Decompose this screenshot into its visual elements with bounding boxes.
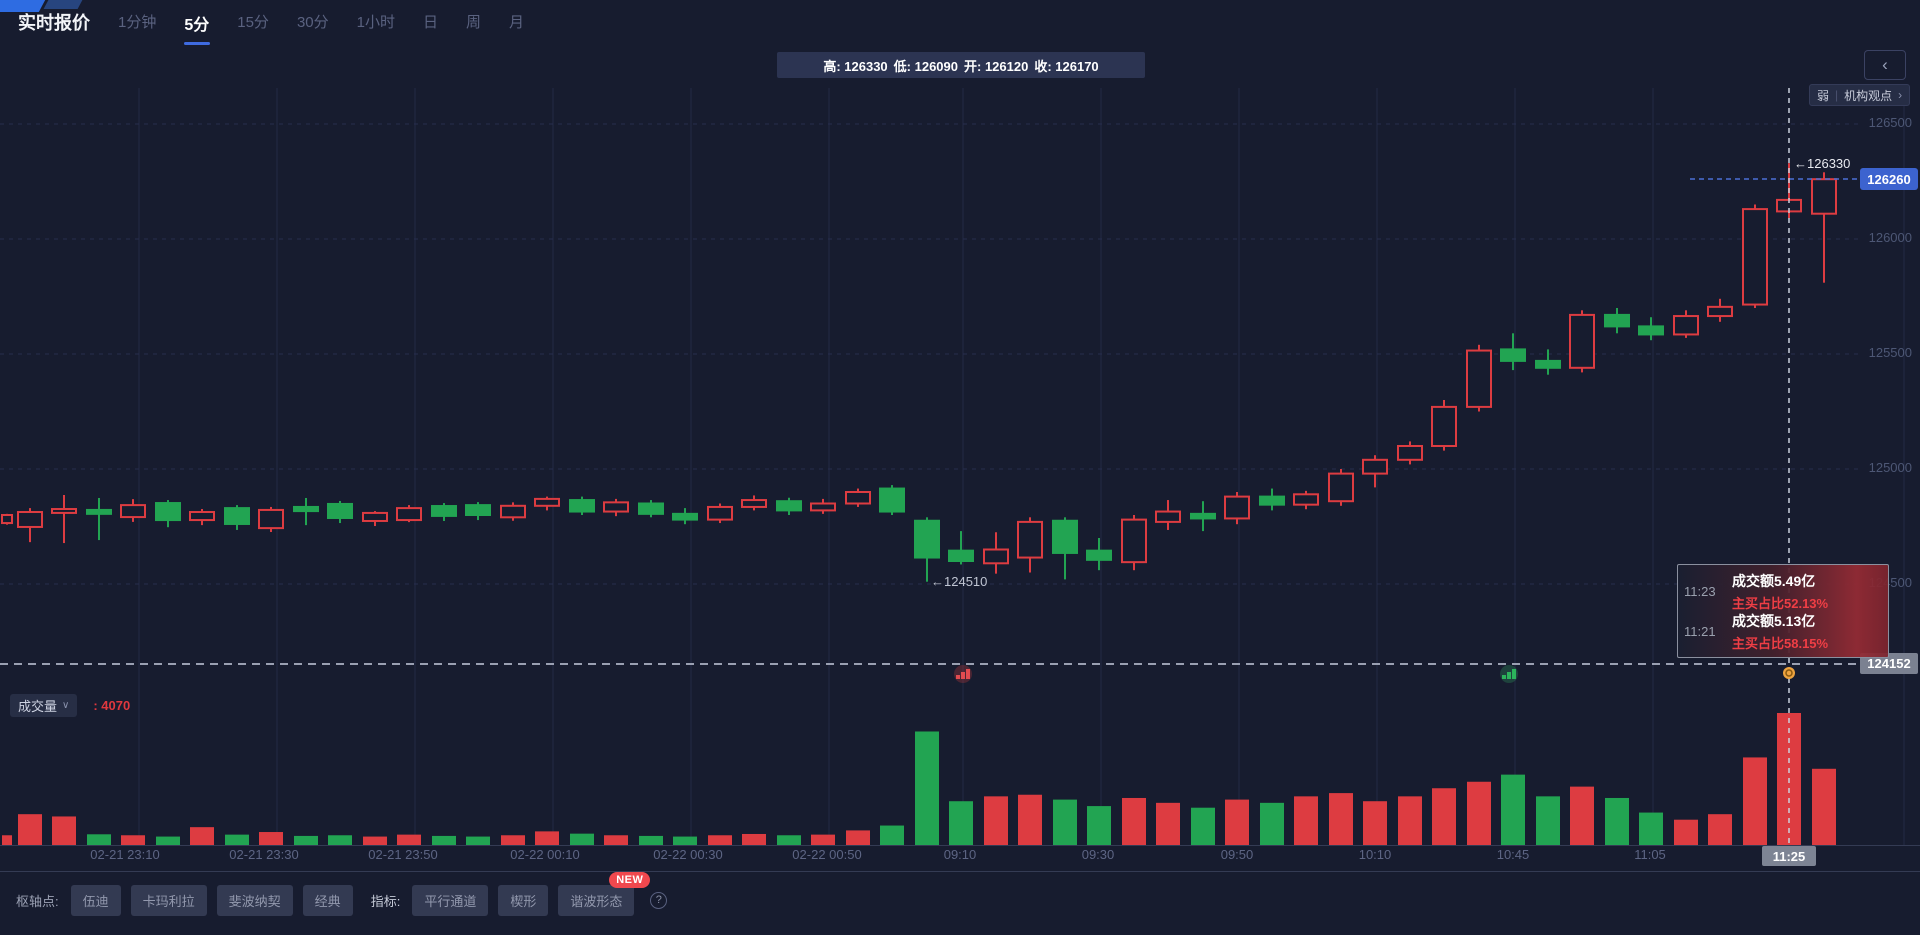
indicator-button-谐波形态[interactable]: 谐波形态 NEW (558, 871, 651, 916)
time-axis-label: 09:30 (1081, 847, 1115, 862)
time-axis-label: 09:50 (1220, 847, 1254, 862)
help-icon[interactable]: ? (650, 891, 668, 909)
ohlc-item: 收: 126170 (1034, 58, 1099, 74)
timeframe-tabs: 1分钟 5分 15分 30分 1小时 日 周 月 (118, 11, 524, 43)
session-low-annotation: ←124510 (931, 574, 988, 589)
trade-flow-time: 11:21 (1684, 623, 1716, 639)
collapse-panel-button[interactable]: ‹ (1864, 50, 1906, 80)
trade-flow-tooltip: 11:23 成交额5.49亿 主买占比52.13% 11:21 成交额5.13亿 主买占比… (1677, 564, 1889, 658)
time-axis-label: 02-22 00:30 (653, 847, 723, 862)
pivot-points-label: 枢轴点: (16, 893, 59, 909)
timeframe-tab-周[interactable]: 周 (465, 14, 481, 31)
turnover-text: 成交额5.13亿 (1732, 612, 1816, 629)
timeframe-tab-月[interactable]: 月 (509, 14, 525, 31)
price-axis-label: 126000 (1868, 230, 1912, 245)
buy-ratio-text: 主买占比52.13% (1732, 595, 1829, 611)
pivot-button-斐波纳契[interactable]: 斐波纳契 (216, 884, 293, 916)
new-badge: NEW (609, 871, 651, 888)
price-axis-label: 125000 (1868, 460, 1912, 475)
trade-flow-row: 11:21 成交额5.13亿 主买占比58.15% (1684, 611, 1880, 651)
volume-baseline (0, 845, 1920, 846)
page-title: 实时报价 (18, 13, 90, 33)
ohlc-item: 开: 126120 (964, 58, 1029, 74)
ohlc-item: 低: 126090 (893, 58, 958, 74)
corner-ribbon-shadow-icon (43, 0, 83, 9)
pivot-button-经典[interactable]: 经典 (302, 884, 353, 916)
timeframe-tab-15分[interactable]: 15分 (237, 14, 269, 31)
timeframe-tab-5分[interactable]: 5分 (184, 11, 209, 43)
time-axis-label: 10:10 (1358, 847, 1392, 862)
time-axis-label: 02-22 00:50 (792, 847, 862, 862)
timeframe-tab-1分钟[interactable]: 1分钟 (118, 14, 157, 31)
crosshair-time-badge: 11:25 (1762, 846, 1816, 866)
timeframe-tab-1小时[interactable]: 1小时 (356, 14, 395, 31)
time-axis-label: 02-21 23:50 (368, 847, 438, 862)
timeframe-tab-30分[interactable]: 30分 (296, 14, 329, 31)
timeframe-tab-日[interactable]: 日 (422, 14, 438, 31)
institution-view-button[interactable]: 弱 | 机构观点 › (1809, 84, 1911, 106)
time-axis-label: 11:05 (1634, 847, 1666, 862)
institution-view-label: 机构观点 (1844, 88, 1893, 103)
chevron-right-icon: › (1898, 88, 1903, 102)
time-axis-label: 10:45 (1496, 847, 1530, 862)
time-axis-label: 02-21 23:10 (90, 847, 160, 862)
time-axis-label: 02-21 23:30 (229, 847, 299, 862)
price-axis-label: 125500 (1868, 345, 1912, 360)
volume-indicator-dropdown[interactable]: 成交量 ∨ (10, 694, 78, 717)
volume-pane-header: 成交量 ∨ : 4070 (10, 694, 130, 717)
time-axis-label: 09:10 (943, 847, 977, 862)
price-axis-label: 126500 (1868, 115, 1912, 130)
volume-label: 成交量 (18, 699, 58, 714)
pivot-button-伍迪[interactable]: 伍迪 (70, 884, 121, 916)
trade-flow-row: 11:23 成交额5.49亿 主买占比52.13% (1684, 571, 1880, 611)
pane-divider (0, 871, 1920, 872)
pivot-button-卡玛利拉[interactable]: 卡玛利拉 (130, 884, 207, 916)
strength-badge: 弱 (1817, 88, 1830, 103)
indicator-label: 指标: (370, 893, 401, 909)
ohlc-info-bar: 高: 126330 低: 126090 开: 126120 收: 126170 (777, 52, 1145, 78)
time-axis-label: 02-22 00:10 (510, 847, 580, 862)
drawing-toolbar: 枢轴点: 伍迪 卡玛利拉 斐波纳契 经典 指标: 平行通道 楔形 谐波形态 NEW? (16, 871, 668, 916)
volume-value: : 4070 (93, 698, 131, 713)
chevron-left-icon: ‹ (1882, 55, 1888, 74)
ohlc-item: 高: 126330 (823, 58, 888, 74)
session-high-annotation: ←126330 (1794, 156, 1851, 171)
top-nav: 实时报价 1分钟 5分 15分 30分 1小时 日 周 月 (0, 0, 1920, 40)
settlement-price-badge: 124152 (1860, 653, 1918, 674)
trade-flow-time: 11:23 (1684, 583, 1716, 599)
chevron-down-icon: ∨ (62, 700, 70, 711)
indicator-button-平行通道[interactable]: 平行通道 (412, 884, 489, 916)
current-price-badge: 126260 (1860, 168, 1918, 190)
divider: | (1835, 88, 1839, 102)
indicator-button-楔形[interactable]: 楔形 (498, 884, 549, 916)
turnover-text: 成交额5.49亿 (1732, 572, 1816, 589)
buy-ratio-text: 主买占比58.15% (1732, 635, 1829, 651)
